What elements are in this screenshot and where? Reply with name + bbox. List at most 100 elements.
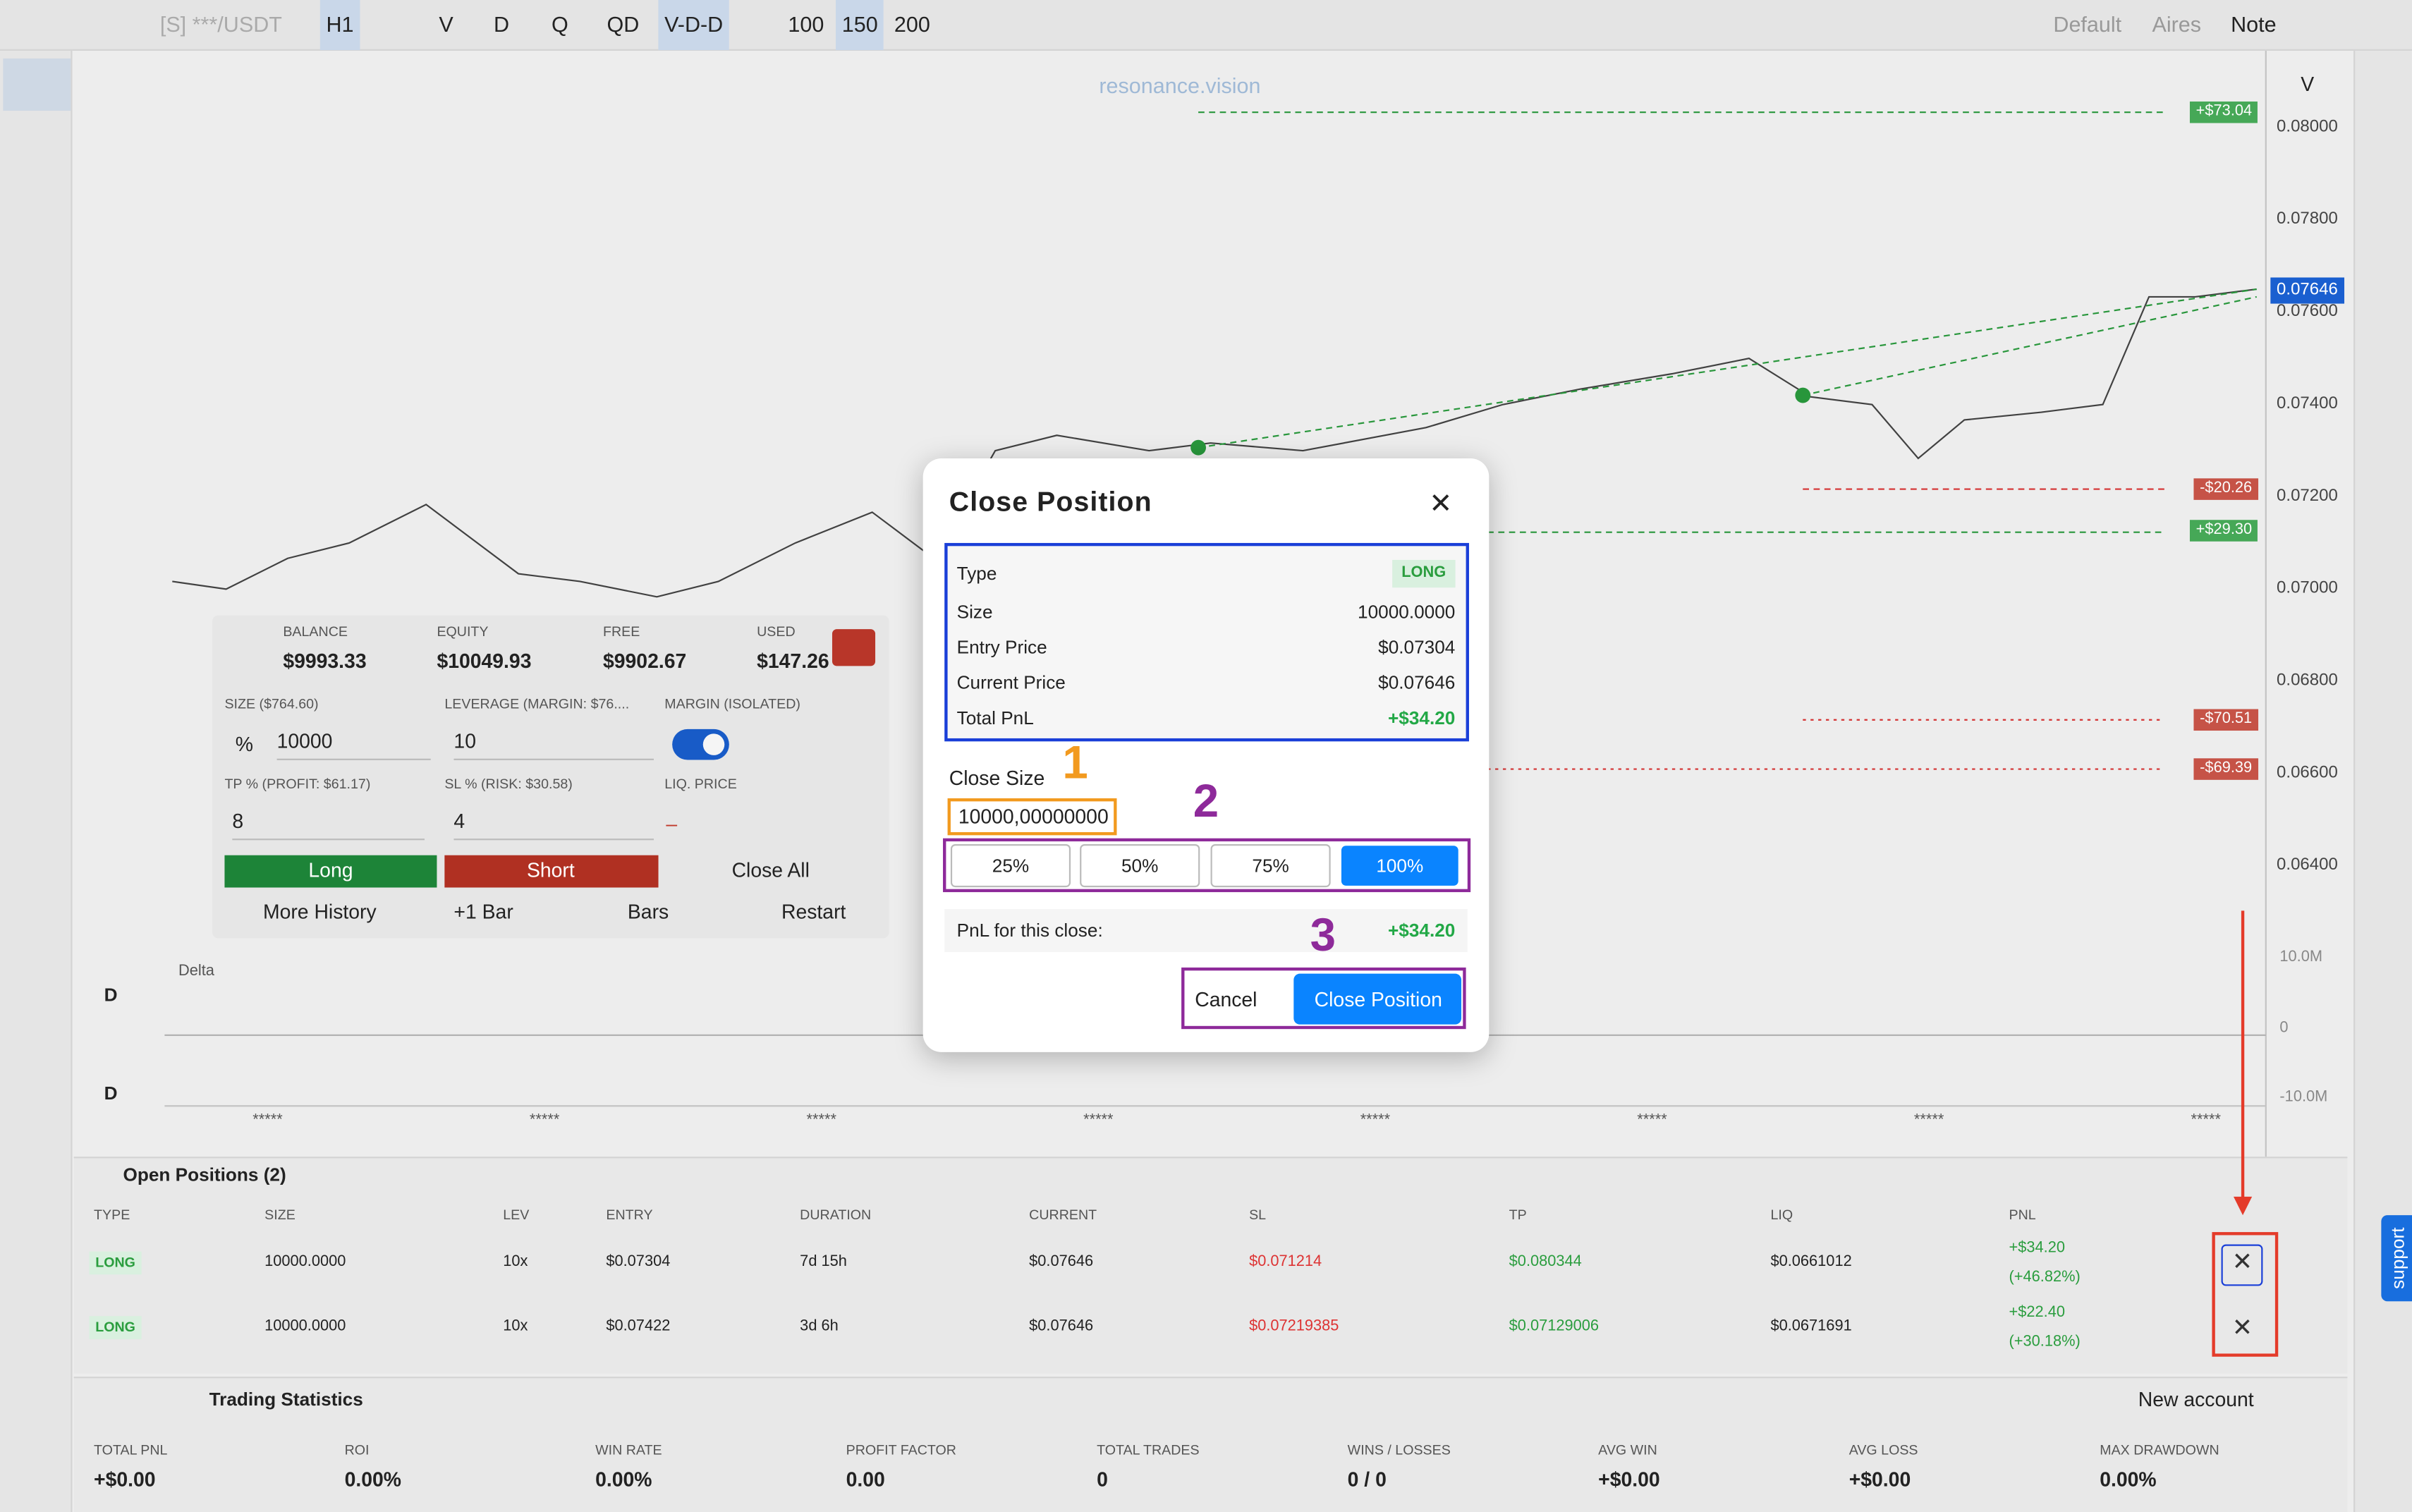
new-account-button[interactable]: New account <box>2138 1387 2254 1411</box>
position-cell: $0.07129006 <box>1509 1318 1600 1336</box>
delta-tick-label: 10.0M <box>2279 949 2323 966</box>
watermark: resonance.vision <box>1099 73 1261 98</box>
left-sidebar <box>0 50 73 1512</box>
delta-title: Delta <box>178 963 214 980</box>
detail-value: +$34.20 <box>1387 707 1456 729</box>
close-size-label: Close Size <box>949 766 1045 790</box>
interval-tab[interactable]: QD <box>607 11 640 37</box>
account-stat-label: BALANCE <box>283 623 348 640</box>
price-axis-title: V <box>2301 72 2315 96</box>
order-tag[interactable]: +$73.04 <box>2189 101 2258 123</box>
margin-toggle[interactable] <box>672 728 729 760</box>
support-tab[interactable] <box>2381 1215 2412 1302</box>
tp-input[interactable]: 8 <box>232 810 425 840</box>
stat-label: TOTAL TRADES <box>1097 1442 1200 1458</box>
layout-tab[interactable]: Note <box>2231 11 2277 37</box>
bar-count-tab[interactable]: 200 <box>894 11 930 37</box>
short-label[interactable]: Short <box>526 858 575 882</box>
close-all-button[interactable]: Close All <box>731 858 810 882</box>
account-stat-label: USED <box>757 623 796 640</box>
modal-close-icon[interactable]: ✕ <box>1429 487 1453 519</box>
interval-tab[interactable]: D <box>494 11 510 37</box>
crosshair-tool[interactable] <box>3 58 71 111</box>
field-label: MARGIN (ISOLATED) <box>664 696 800 712</box>
field-unit: % <box>235 732 253 756</box>
toggle-knob <box>702 733 725 755</box>
position-cell: 7d 15h <box>800 1253 847 1271</box>
close-position-label[interactable]: Close Position <box>1314 987 1442 1011</box>
account-link[interactable]: +1 Bar <box>453 900 513 924</box>
time-label: ***** <box>529 1111 560 1129</box>
close-size-input[interactable] <box>947 798 1117 836</box>
annotation-arrow <box>2233 910 2253 1216</box>
percent-button[interactable]: 100% <box>1341 846 1458 886</box>
column-header: TP <box>1509 1207 1527 1223</box>
annotation-box-red <box>2212 1232 2279 1357</box>
position-cell: $0.0671691 <box>1770 1318 1852 1336</box>
long-label[interactable]: Long <box>308 858 353 882</box>
position-pnl: +$34.20 <box>2009 1239 2066 1257</box>
interval-tab[interactable]: H1 <box>319 0 360 50</box>
percent-button[interactable]: 50% <box>1080 844 1200 888</box>
percent-button[interactable]: 75% <box>1210 844 1331 888</box>
interval-tab[interactable]: V <box>439 11 453 37</box>
side-label: D <box>104 984 118 1006</box>
detail-label: Type <box>956 562 997 585</box>
account-link[interactable]: Restart <box>781 900 846 924</box>
statistics-panel <box>73 1377 2348 1512</box>
long-button[interactable] <box>224 855 437 888</box>
position-cell: 10x <box>503 1318 528 1336</box>
position-pnl: +$22.40 <box>2009 1304 2066 1322</box>
account-link[interactable]: More History <box>262 900 377 924</box>
layout-tab[interactable]: Aires <box>2152 11 2202 37</box>
panel-title: Trading Statistics <box>209 1389 363 1410</box>
account-link[interactable]: Bars <box>627 900 669 924</box>
position-pnl-percent: (+46.82%) <box>2009 1269 2081 1286</box>
delta-tick-label: -10.0M <box>2279 1089 2328 1106</box>
column-header: TYPE <box>94 1207 130 1223</box>
detail-label: Size <box>956 601 993 623</box>
support-label[interactable]: support <box>2387 1227 2409 1289</box>
column-header: SIZE <box>264 1207 296 1223</box>
close-size-value[interactable]: 10000,00000000 <box>958 805 1109 828</box>
close-icon[interactable]: ✕ <box>2231 1249 2253 1276</box>
detail-value: 10000.0000 <box>1358 601 1456 623</box>
entry-link <box>1803 295 2257 396</box>
layout-tab[interactable]: Default <box>2053 11 2122 37</box>
cancel-button[interactable]: Cancel <box>1195 987 1257 1011</box>
price-tick-label: 0.07800 <box>2277 209 2338 228</box>
price-tick-label: 0.08000 <box>2277 117 2338 136</box>
delta-tick-label: 0 <box>2279 1020 2289 1037</box>
stat-label: ROI <box>344 1442 370 1458</box>
order-tag[interactable]: -$70.51 <box>2193 709 2258 731</box>
position-cell: $0.07646 <box>1029 1318 1094 1336</box>
close-icon[interactable]: ✕ <box>2231 1315 2253 1342</box>
order-tag[interactable]: +$29.30 <box>2189 520 2258 542</box>
positions-panel <box>73 1157 2348 1374</box>
size-input[interactable]: 10000 <box>276 729 431 760</box>
interval-tab[interactable]: V-D-D <box>658 0 729 50</box>
symbol[interactable]: [S] ***/USDT <box>159 11 282 37</box>
annotation-number: 3 <box>1310 910 1336 962</box>
annotation-box-purple <box>943 838 1471 893</box>
leverage-input[interactable]: 10 <box>453 729 654 760</box>
percent-button[interactable]: 25% <box>950 844 1071 888</box>
short-button[interactable] <box>444 855 659 888</box>
sl-input[interactable]: 4 <box>453 810 654 840</box>
panel-title[interactable]: Open Positions (2) <box>123 1164 286 1186</box>
account-stat-label: EQUITY <box>437 623 489 640</box>
order-tag[interactable]: -$20.26 <box>2193 478 2258 500</box>
close-position-button[interactable] <box>1293 973 1462 1025</box>
stat-value: +$0.00 <box>1598 1468 1660 1491</box>
bar-count-tab[interactable]: 100 <box>788 11 824 37</box>
interval-tab[interactable]: Q <box>552 11 568 37</box>
order-tag[interactable]: -$69.39 <box>2193 758 2258 780</box>
close-row-button[interactable] <box>2221 1244 2263 1286</box>
stat-value: 0.00% <box>2100 1468 2157 1491</box>
field-label: TP % (PROFIT: $61.17) <box>224 776 371 792</box>
time-label: ***** <box>252 1111 283 1129</box>
field-label: LEVERAGE (MARGIN: $76.... <box>444 696 630 712</box>
stop-button[interactable] <box>832 629 876 666</box>
bar-count-tab[interactable]: 150 <box>836 0 884 50</box>
time-label: ***** <box>1913 1111 1944 1129</box>
